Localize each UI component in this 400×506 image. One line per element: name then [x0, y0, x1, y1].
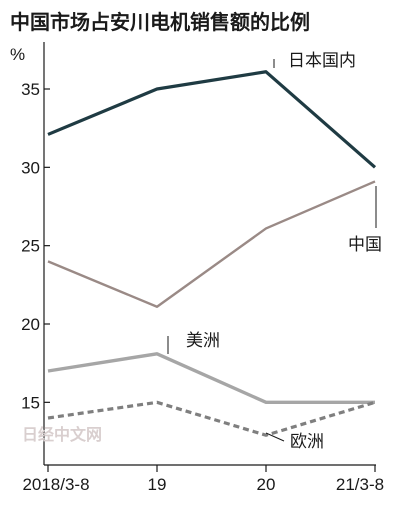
series-line-3 — [47, 352, 375, 405]
x-tick-label: 20 — [257, 475, 276, 494]
y-tick-label: 15 — [21, 393, 40, 412]
series-line-1 — [47, 70, 377, 169]
series-line-4 — [47, 400, 376, 437]
y-tick-label: 35 — [21, 80, 40, 99]
x-tick-label: 2018/3-8 — [22, 475, 89, 494]
series-label-3: 美洲 — [186, 331, 220, 351]
watermark: 日经中文网 — [22, 425, 102, 444]
y-tick-label: 20 — [21, 315, 40, 334]
x-tick-label: 19 — [148, 475, 167, 494]
series-label-2: 中国 — [348, 235, 382, 255]
y-unit-label: % — [10, 45, 25, 64]
y-tick-label: 30 — [21, 158, 40, 177]
x-tick-label: 21/3-8 — [336, 475, 384, 494]
series-label-leader — [265, 432, 285, 442]
y-tick-label: 25 — [21, 237, 40, 256]
series-label-4: 欧洲 — [290, 432, 324, 452]
series-label-1: 日本国内 — [288, 51, 356, 71]
chart-title: 中国市场占安川电机销售额的比例 — [10, 10, 310, 34]
series-line-2 — [47, 180, 376, 308]
